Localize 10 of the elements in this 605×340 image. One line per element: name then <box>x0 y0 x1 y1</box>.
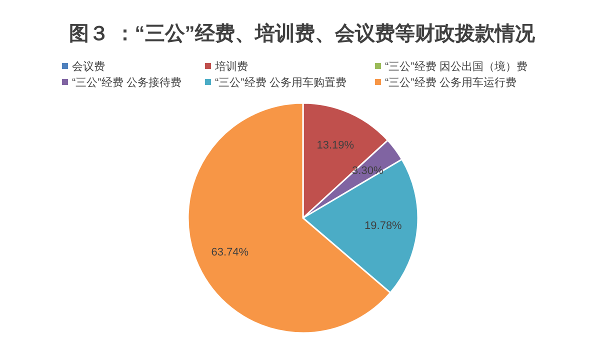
legend-label: “三公”经费 因公出国（境）费 <box>385 60 528 73</box>
data-label: 19.78% <box>364 220 402 232</box>
legend-label: 会议费 <box>72 60 105 73</box>
data-label: 63.74% <box>211 246 249 259</box>
legend-label: “三公”经费 公务接待费 <box>72 76 182 89</box>
legend-label: “三公”经费 公务用车购置费 <box>215 76 346 89</box>
chart-title: 图３ ：“三公”经费、培训费、会议费等财政拨款情况 <box>69 22 536 45</box>
data-label: 13.19% <box>316 139 354 152</box>
legend-label: “三公”经费 公务用车运行费 <box>385 76 516 89</box>
legend-label: 培训费 <box>214 60 248 73</box>
